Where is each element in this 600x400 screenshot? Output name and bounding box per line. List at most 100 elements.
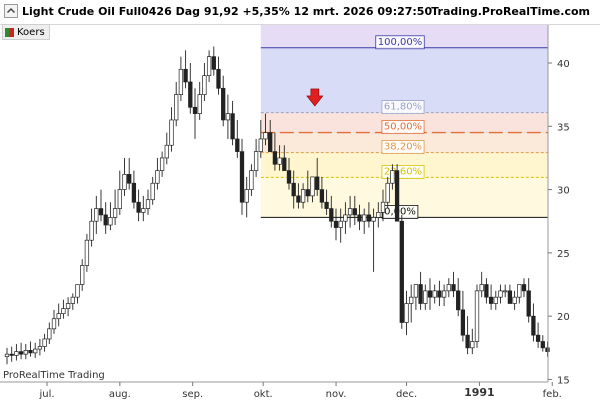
candle-body <box>324 201 329 209</box>
y-tick-label: 30 <box>557 186 570 197</box>
candle-body <box>84 239 90 266</box>
candle-body <box>42 338 47 347</box>
collapse-icon[interactable] <box>4 4 18 18</box>
candle-body <box>540 341 545 349</box>
candle-body <box>188 81 193 108</box>
candle-icon <box>5 27 14 37</box>
fib-level-label: 61,80% <box>384 102 422 113</box>
candle-body <box>18 351 24 355</box>
candle-body <box>244 189 249 203</box>
fib-level-label: 23,60% <box>384 166 422 177</box>
candle-body <box>122 174 127 190</box>
candle-body <box>413 284 419 298</box>
candle-body <box>4 353 10 358</box>
candle-body <box>498 290 503 298</box>
candle-body <box>465 334 470 349</box>
candle-body <box>531 315 536 336</box>
candle-body <box>296 195 301 203</box>
candle-body <box>131 182 137 203</box>
candle-body <box>488 296 494 304</box>
candle-body <box>427 290 433 298</box>
footer-brand: ProRealTime Trading <box>3 370 105 381</box>
down-arrow-icon <box>306 88 324 107</box>
candles <box>4 46 550 365</box>
candle-body <box>535 334 541 342</box>
candle-body <box>526 290 531 317</box>
candle-body <box>75 284 80 298</box>
candle-body <box>169 119 174 146</box>
candle-body <box>150 182 155 201</box>
fib-level-label: 38,20% <box>384 142 422 153</box>
candle-body <box>159 157 165 171</box>
candle-body <box>211 56 216 70</box>
brand-label: Trading.ProRealTime.com <box>431 5 590 18</box>
candle-body <box>56 313 61 320</box>
candle-body <box>70 296 75 304</box>
candle-body <box>347 208 353 216</box>
candle-body <box>460 309 466 336</box>
x-tick-label: feb. <box>543 389 562 400</box>
fib-level-label: 50,00% <box>384 122 422 133</box>
candle-body <box>343 214 348 222</box>
candle-body <box>89 220 94 241</box>
candle-body <box>235 138 240 152</box>
x-tick-label: okt. <box>254 389 273 400</box>
candle-body <box>432 290 437 298</box>
fib-level-label: 100,00% <box>378 37 423 48</box>
y-tick-label: 35 <box>557 122 570 133</box>
candle-body <box>315 176 320 190</box>
candle-body <box>23 350 28 355</box>
candle-body <box>225 113 231 121</box>
candle-body <box>192 106 198 114</box>
y-tick-label: 20 <box>557 312 570 323</box>
fib-level-label: 0,00% <box>384 206 416 217</box>
candle-body <box>178 68 184 95</box>
candle-body <box>338 220 343 228</box>
candle-body <box>206 56 212 76</box>
candle-body <box>216 68 221 89</box>
candle-body <box>253 151 259 171</box>
candle-body <box>404 303 409 323</box>
annotations <box>306 88 324 107</box>
candle-body <box>390 170 395 184</box>
candle-body <box>47 328 52 340</box>
candle-body <box>470 341 475 349</box>
candle-body <box>277 157 282 165</box>
candle-body <box>380 201 386 213</box>
x-tick-label: sep. <box>182 389 203 400</box>
candle-body <box>221 87 226 121</box>
candle-body <box>37 346 43 350</box>
candle-body <box>239 151 245 203</box>
candle-body <box>94 208 99 222</box>
candle-body <box>451 284 456 292</box>
candle-body <box>399 220 404 323</box>
candle-body <box>371 217 376 222</box>
candle-body <box>9 353 14 356</box>
fibonacci-retracement[interactable]: 100,00% 61,80% 50,00% 38,20% 23,60% 0,00% <box>260 25 548 219</box>
y-tick-label: 15 <box>557 375 570 386</box>
legend-koers[interactable]: Koers <box>2 24 50 40</box>
chart-title: Light Crude Oil Full0426 Dag 91,92 +5,35… <box>22 5 433 18</box>
candle-body <box>141 208 146 213</box>
candle-body <box>456 290 461 311</box>
candle-body <box>521 284 527 292</box>
legend-label: Koers <box>17 26 45 38</box>
candle-body <box>108 217 113 226</box>
candle-body <box>423 290 428 304</box>
x-tick-label: nov. <box>326 389 347 400</box>
candle-body <box>112 208 118 218</box>
candle-body <box>98 208 104 216</box>
candle-body <box>418 284 423 304</box>
fib-label-box <box>381 140 425 155</box>
candle-body <box>503 290 508 293</box>
x-tick-label: 1991 <box>464 386 495 399</box>
candle-body <box>446 284 451 292</box>
candle-body <box>493 296 498 304</box>
candle-body <box>197 94 202 114</box>
candle-body <box>305 189 310 197</box>
candle-body <box>202 75 207 95</box>
candle-body <box>183 68 188 83</box>
candle-body <box>512 296 517 304</box>
candle-body <box>291 182 296 197</box>
